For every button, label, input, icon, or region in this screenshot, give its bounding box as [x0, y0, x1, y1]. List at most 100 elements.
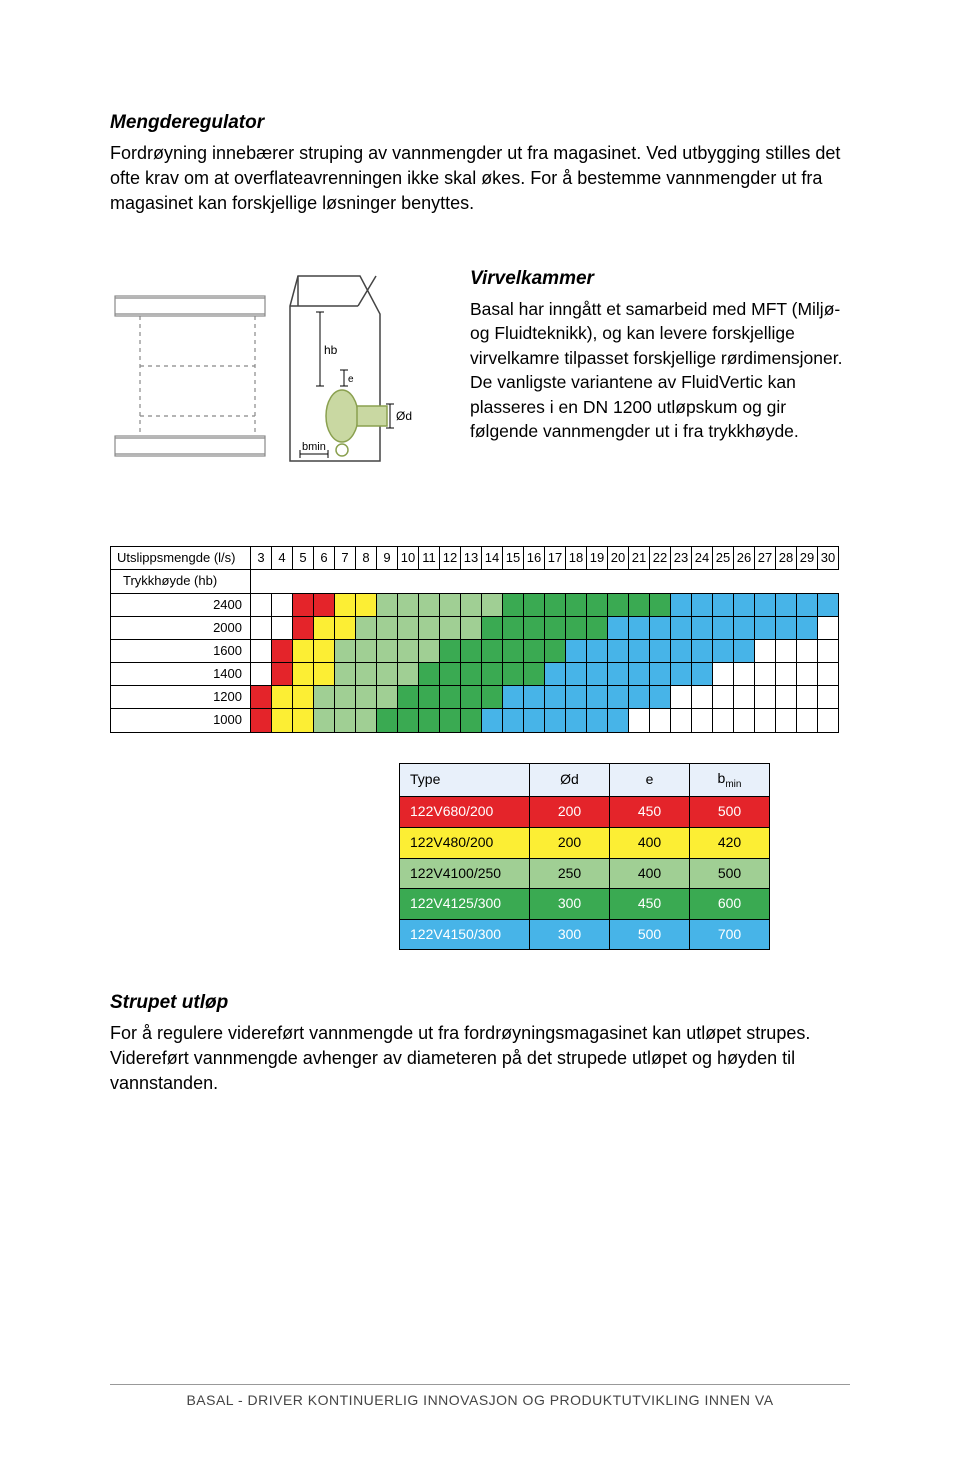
- type-table-cell: 300: [530, 919, 610, 950]
- colormap-col-header: 11: [419, 547, 440, 570]
- page-footer: BASAL - DRIVER KONTINUERLIG INNOVASJON O…: [110, 1384, 850, 1411]
- colormap-cell: [734, 686, 755, 709]
- colormap-cell: [377, 663, 398, 686]
- colormap-cell: [797, 593, 818, 616]
- colormap-cell: [629, 686, 650, 709]
- colormap-cell: [314, 593, 335, 616]
- body-virvelkammer: Basal har inngått et samarbeid med MFT (…: [470, 297, 850, 444]
- colormap-row-value: 1400: [111, 663, 251, 686]
- type-table-cell: 122V4150/300: [400, 919, 530, 950]
- colormap-cell: [482, 639, 503, 662]
- colormap-cell: [377, 709, 398, 732]
- colormap-cell: [461, 663, 482, 686]
- colormap-cell: [398, 639, 419, 662]
- colormap-cell: [293, 593, 314, 616]
- colormap-col-header: 7: [335, 547, 356, 570]
- colormap-col-header: 9: [377, 547, 398, 570]
- colormap-cell: [797, 639, 818, 662]
- colormap-cell: [356, 616, 377, 639]
- colormap-col-header: 10: [398, 547, 419, 570]
- colormap-cell: [482, 686, 503, 709]
- colormap-col-header: 6: [314, 547, 335, 570]
- colormap-cell: [818, 639, 839, 662]
- colormap-cell: [398, 663, 419, 686]
- colormap-cell: [440, 709, 461, 732]
- colormap-col-header: 3: [251, 547, 272, 570]
- body-strupet: For å regulere videreført vannmengde ut …: [110, 1021, 850, 1097]
- colormap-cell: [503, 616, 524, 639]
- colormap-cell: [314, 686, 335, 709]
- colormap-cell: [734, 639, 755, 662]
- colormap-cell: [587, 616, 608, 639]
- colormap-cell: [419, 639, 440, 662]
- colormap-cell: [671, 709, 692, 732]
- colormap-cell: [818, 663, 839, 686]
- type-table-row: 122V680/200200450500: [400, 797, 770, 828]
- type-table-cell: 600: [690, 889, 770, 920]
- colormap-cell: [335, 686, 356, 709]
- colormap-cell: [461, 709, 482, 732]
- colormap-cell: [377, 593, 398, 616]
- colormap-cell: [419, 616, 440, 639]
- colormap-cell: [482, 616, 503, 639]
- type-table-cell: 700: [690, 919, 770, 950]
- colormap-cell: [461, 639, 482, 662]
- colormap-cell: [356, 686, 377, 709]
- colormap-cell: [293, 616, 314, 639]
- type-table-cell: 450: [610, 797, 690, 828]
- colormap-cell: [461, 616, 482, 639]
- colormap-row-value: 1000: [111, 709, 251, 732]
- colormap-row-value: 2400: [111, 593, 251, 616]
- colormap-cell: [692, 593, 713, 616]
- colormap-cell: [398, 616, 419, 639]
- colormap-cell: [461, 686, 482, 709]
- colormap-cell: [398, 686, 419, 709]
- colormap-col-header: 4: [272, 547, 293, 570]
- colormap-cell: [314, 616, 335, 639]
- colormap-cell: [398, 593, 419, 616]
- colormap-cell: [587, 686, 608, 709]
- colormap-cell: [713, 593, 734, 616]
- colormap-cell: [272, 593, 293, 616]
- colormap-cell: [503, 686, 524, 709]
- colormap-cell: [692, 709, 713, 732]
- colormap-table: Utslippsmengde (l/s)34567891011121314151…: [110, 546, 839, 733]
- colormap-row-value: 1600: [111, 639, 251, 662]
- colormap-cell: [776, 616, 797, 639]
- type-table-cell: 300: [530, 889, 610, 920]
- colormap-cell: [251, 616, 272, 639]
- heading-strupet: Strupet utløp: [110, 990, 850, 1017]
- colormap-cell: [398, 709, 419, 732]
- colormap-cell: [356, 639, 377, 662]
- colormap-cell: [335, 639, 356, 662]
- colormap-cell: [608, 593, 629, 616]
- colormap-col-header: 28: [776, 547, 797, 570]
- colormap-cell: [608, 709, 629, 732]
- colormap-col-header: 14: [482, 547, 503, 570]
- colormap-cell: [650, 593, 671, 616]
- colormap-col-header: 8: [356, 547, 377, 570]
- colormap-cell: [671, 663, 692, 686]
- colormap-col-header: 23: [671, 547, 692, 570]
- colormap-col-header: 18: [566, 547, 587, 570]
- colormap-cell: [608, 639, 629, 662]
- colormap-col-header: 21: [629, 547, 650, 570]
- colormap-cell: [335, 616, 356, 639]
- colormap-cell: [566, 686, 587, 709]
- colormap-col-header: 12: [440, 547, 461, 570]
- colormap-cell: [293, 686, 314, 709]
- type-table-cell: 122V4125/300: [400, 889, 530, 920]
- colormap-cell: [587, 593, 608, 616]
- section-virvelkammer: Virvelkammer Basal har inngått et samarb…: [470, 266, 850, 444]
- colormap-cell: [755, 709, 776, 732]
- colormap-cell: [629, 593, 650, 616]
- section-strupet: Strupet utløp For å regulere videreført …: [110, 990, 850, 1096]
- colormap-cell: [629, 639, 650, 662]
- colormap-cell: [755, 686, 776, 709]
- colormap-cell: [335, 663, 356, 686]
- colormap-cell: [566, 639, 587, 662]
- colormap-cell: [734, 663, 755, 686]
- colormap-cell: [566, 593, 587, 616]
- colormap-cell: [692, 616, 713, 639]
- colormap-cell: [587, 639, 608, 662]
